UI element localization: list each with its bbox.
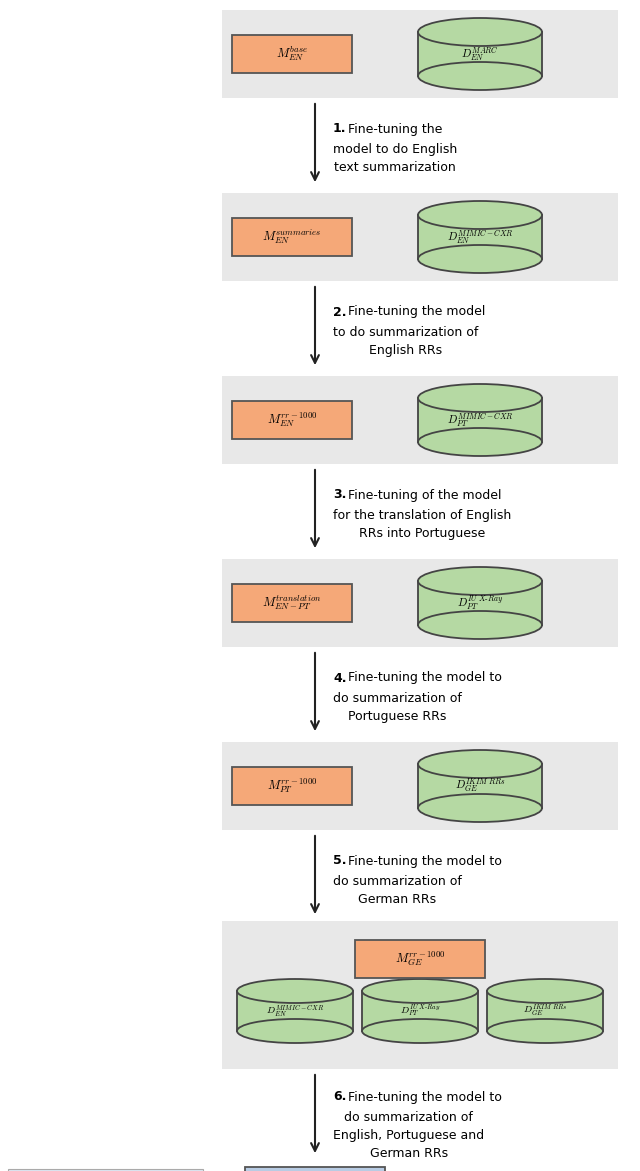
Bar [222,11,618,98]
Bar [418,398,542,441]
Text: $D_{GE}^{IKIM\ RRs}$: $D_{GE}^{IKIM\ RRs}$ [454,776,506,795]
Ellipse shape [418,427,542,456]
Text: 2.: 2. [333,306,346,319]
Text: $M_{GE}^{rr-1000}$: $M_{GE}^{rr-1000}$ [395,950,445,968]
Text: to do summarization of
English RRs: to do summarization of English RRs [333,326,478,357]
Bar [487,991,603,1030]
Text: 1.: 1. [333,123,346,136]
Bar [232,35,352,73]
Bar [232,584,352,622]
Ellipse shape [237,1019,353,1043]
Text: Fine-tuning the model to: Fine-tuning the model to [344,855,502,868]
Text: 6.: 6. [333,1090,346,1103]
Text: do summarization of
Portuguese RRs: do summarization of Portuguese RRs [333,692,462,723]
Bar [222,193,618,281]
Text: $M_{EN}^{rr-1000}$: $M_{EN}^{rr-1000}$ [267,411,317,429]
Text: do summarization of
English, Portuguese and
German RRs: do summarization of English, Portuguese … [333,1111,484,1160]
Ellipse shape [237,979,353,1004]
Bar [355,940,485,978]
Text: $D_{PT}^{IU\ X\text{-}Ray}$: $D_{PT}^{IU\ X\text{-}Ray}$ [457,594,503,612]
Bar [418,763,542,808]
Bar [245,1167,385,1171]
Text: $D_{PT}^{IU\ X\text{-}Ray}$: $D_{PT}^{IU\ X\text{-}Ray}$ [400,1002,440,1019]
Ellipse shape [418,62,542,90]
Bar [237,991,353,1030]
Bar [232,400,352,439]
Ellipse shape [418,611,542,639]
Text: $D_{EN}^{MARC}$: $D_{EN}^{MARC}$ [461,46,499,63]
Text: 3.: 3. [333,488,346,501]
Bar [222,376,618,464]
Text: 5.: 5. [333,855,346,868]
Text: for the translation of English
RRs into Portuguese: for the translation of English RRs into … [333,509,511,540]
Bar [232,218,352,256]
Bar [222,922,618,1069]
Text: model to do English
text summarization: model to do English text summarization [333,143,457,174]
Ellipse shape [418,384,542,412]
Bar [362,991,478,1030]
Ellipse shape [487,979,603,1004]
Ellipse shape [487,1019,603,1043]
Text: Fine-tuning of the model: Fine-tuning of the model [344,488,502,501]
Ellipse shape [418,794,542,822]
Ellipse shape [418,245,542,273]
Text: Fine-tuning the: Fine-tuning the [344,123,442,136]
Ellipse shape [418,749,542,778]
Text: $M_{EN}^{base}$: $M_{EN}^{base}$ [276,44,308,63]
Ellipse shape [362,979,478,1004]
Bar [8,1169,203,1171]
Ellipse shape [418,18,542,46]
Bar [222,559,618,648]
Text: $M_{EN-PT}^{translation}$: $M_{EN-PT}^{translation}$ [262,594,322,612]
Bar [418,32,542,76]
Ellipse shape [418,567,542,595]
Text: $D_{EN}^{MIMIC-CXR}$: $D_{EN}^{MIMIC-CXR}$ [447,228,513,246]
Bar [418,581,542,625]
Text: $M_{PT}^{rr-1000}$: $M_{PT}^{rr-1000}$ [267,776,317,795]
Bar [232,767,352,804]
Ellipse shape [362,1019,478,1043]
Text: $D_{GE}^{IKIM\ RRs}$: $D_{GE}^{IKIM\ RRs}$ [523,1004,567,1019]
Text: $M_{EN}^{summaries}$: $M_{EN}^{summaries}$ [262,228,322,246]
Text: $D_{EN}^{MIMIC-CXR}$: $D_{EN}^{MIMIC-CXR}$ [266,1004,324,1019]
Text: Fine-tuning the model to: Fine-tuning the model to [344,671,502,685]
Text: 4.: 4. [333,671,346,685]
Text: $D_{PT}^{MIMIC-CXR}$: $D_{PT}^{MIMIC-CXR}$ [447,411,513,429]
Text: do summarization of
German RRs: do summarization of German RRs [333,875,462,906]
Bar [222,742,618,830]
Ellipse shape [418,201,542,230]
Bar [418,215,542,259]
Text: Fine-tuning the model: Fine-tuning the model [344,306,485,319]
Text: Fine-tuning the model to: Fine-tuning the model to [344,1090,502,1103]
